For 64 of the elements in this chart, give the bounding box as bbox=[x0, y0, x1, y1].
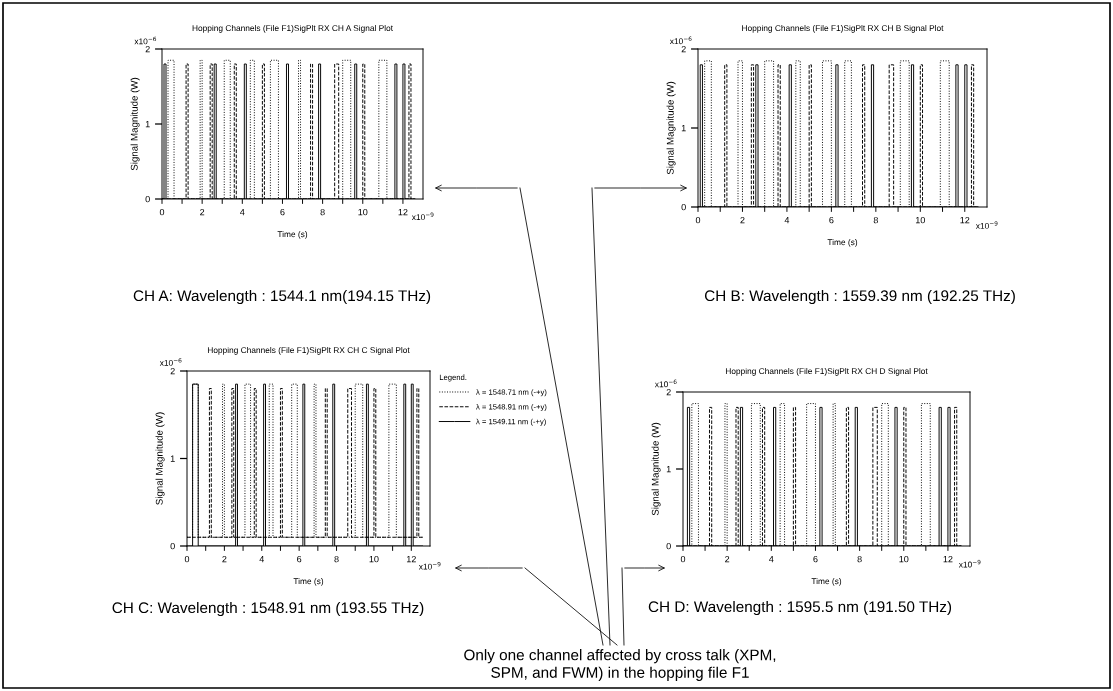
x-axis-title: Time (s) bbox=[277, 231, 308, 239]
y-axis-title: Signal Magnitude (W) bbox=[651, 422, 661, 516]
text: CH A: Wavelength : 1544.1 nm(194.15 THz) bbox=[133, 289, 431, 305]
y-axis-title: Signal Magnitude (W) bbox=[130, 77, 140, 171]
x-tick-label: 6 bbox=[829, 216, 834, 224]
x-tick-label: 2 bbox=[740, 216, 745, 224]
x-tick-label: 8 bbox=[857, 555, 862, 563]
y-axis-title: Signal Magnitude (W) bbox=[155, 412, 165, 505]
y-tick-label: 2 bbox=[666, 388, 671, 396]
x-tick-label: 6 bbox=[280, 208, 285, 216]
x-tick-label: 6 bbox=[813, 555, 818, 563]
x-tick-label: 8 bbox=[873, 216, 878, 224]
chart-title: Hopping Channels (File F1)SigPlt RX CH B Signal Plot bbox=[742, 24, 944, 33]
x-axis-title: Time (s) bbox=[811, 578, 842, 586]
chart-title: Hopping Channels (File F1)SigPlt RX CH C Signal Plot bbox=[207, 346, 410, 355]
x-tick-label: 4 bbox=[784, 217, 790, 224]
y-tick-label: 0 bbox=[170, 542, 175, 550]
x-tick-label: 2 bbox=[222, 555, 227, 563]
text: x10$^{−6}$ bbox=[134, 36, 157, 45]
text: x10$^{−6}$ bbox=[669, 36, 692, 45]
x-tick-label: 12 bbox=[406, 555, 416, 563]
x-tick-label: 4 bbox=[259, 556, 265, 563]
x-tick-label: 12 bbox=[960, 216, 970, 224]
x-tick-label: 10 bbox=[899, 555, 909, 563]
y-tick-label: 0 bbox=[145, 195, 150, 203]
y-tick-label: 2 bbox=[145, 45, 150, 53]
text: CH D: Wavelength : 1595.5 nm (191.50 THz) bbox=[648, 600, 952, 616]
x-tick-label: 0 bbox=[184, 555, 190, 563]
text: x10$^{−9}$ bbox=[975, 221, 998, 229]
x-tick-label: 0 bbox=[159, 208, 165, 216]
x-tick-label: 10 bbox=[358, 208, 368, 216]
x-tick-label: 2 bbox=[725, 555, 730, 563]
x-tick-label: 0 bbox=[695, 216, 701, 224]
y-tick-label: 2 bbox=[170, 367, 175, 375]
y-tick-label: 2 bbox=[681, 45, 686, 53]
y-axis-title: Signal Magnitude (W) bbox=[666, 81, 676, 175]
text: x10$^{−6}$ bbox=[654, 379, 677, 388]
x-axis-title: Time (s) bbox=[827, 239, 858, 247]
text: CH B: Wavelength : 1559.39 nm (192.25 THz) bbox=[704, 289, 1015, 305]
chart-title: Hopping Channels (File F1)SigPlt RX CH D Signal Plot bbox=[725, 367, 928, 376]
y-tick-label: 0 bbox=[681, 203, 686, 211]
y-tick-label: 1 bbox=[145, 121, 150, 128]
text: x10$^{−9}$ bbox=[418, 561, 441, 570]
x-tick-label: 10 bbox=[369, 555, 379, 563]
y-tick-label: 1 bbox=[170, 455, 175, 462]
y-tick-label: 0 bbox=[666, 542, 671, 550]
x-tick-label: 2 bbox=[200, 208, 205, 216]
chart-title: Hopping Channels (File F1)SigPlt RX CH A Signal Plot bbox=[192, 24, 393, 33]
x-tick-label: 10 bbox=[915, 216, 925, 224]
text: x10$^{−6}$ bbox=[159, 358, 182, 366]
x-tick-label: 6 bbox=[297, 555, 302, 563]
text: x10$^{−9}$ bbox=[411, 212, 434, 221]
x-tick-label: 4 bbox=[769, 556, 774, 563]
text: CH C: Wavelength : 1548.91 nm (193.55 THz) bbox=[112, 601, 424, 617]
y-tick-label: 1 bbox=[666, 466, 671, 473]
x-tick-label: 8 bbox=[320, 208, 325, 216]
x-axis-title: Time (s) bbox=[293, 578, 324, 586]
x-tick-label: 4 bbox=[240, 209, 245, 216]
x-tick-label: 12 bbox=[943, 555, 953, 563]
y-tick-label: 1 bbox=[681, 125, 686, 132]
text: Only one channel affected by cross talk (XPM, SPM, and FWM) in the hopping file F1 bbox=[464, 649, 776, 681]
x-tick-label: 12 bbox=[398, 208, 408, 216]
x-tick-label: 8 bbox=[334, 555, 339, 563]
text: x10$^{−9}$ bbox=[958, 559, 981, 568]
